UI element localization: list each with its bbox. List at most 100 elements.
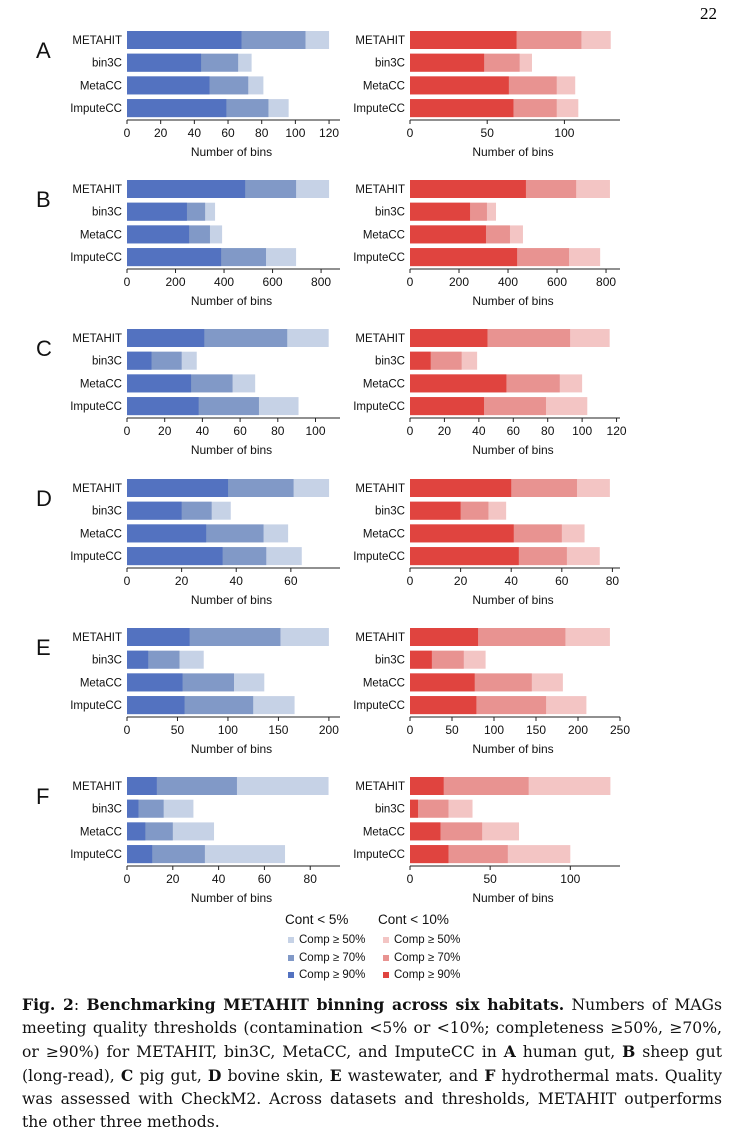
x-tick-label: 800 [311, 275, 331, 289]
x-axis-label: Number of bins [472, 443, 553, 457]
category-label: ImputeCC [70, 551, 122, 563]
category-label: bin3C [92, 207, 122, 219]
x-tick-label: 0 [407, 872, 414, 886]
legend-label: Comp ≥ 50% [299, 934, 366, 946]
category-label: METAHIT [72, 483, 122, 495]
category-label: ImputeCC [70, 401, 122, 413]
category-label: MetaCC [363, 826, 405, 838]
x-tick-label: 400 [214, 275, 234, 289]
bar-MetaCC-comp90 [410, 673, 475, 692]
x-tick-label: 20 [154, 126, 168, 140]
category-label: MetaCC [80, 229, 122, 241]
bar-ImputeCC-comp90 [127, 248, 222, 267]
caption-bold-text: B [622, 1042, 636, 1061]
category-label: bin3C [92, 804, 122, 816]
category-label: METAHIT [72, 632, 122, 644]
legend-label: Comp ≥ 70% [299, 952, 366, 964]
bar-bin3C-comp90 [127, 501, 182, 520]
x-tick-label: 20 [175, 574, 189, 588]
bar-MetaCC-comp90 [127, 225, 190, 244]
x-tick-label: 120 [319, 126, 339, 140]
category-label: MetaCC [363, 229, 405, 241]
x-tick-label: 200 [449, 275, 469, 289]
bar-ImputeCC-comp90 [410, 845, 449, 864]
category-label: bin3C [375, 506, 405, 518]
category-label: METAHIT [72, 781, 122, 793]
x-tick-label: 100 [554, 126, 574, 140]
category-label: ImputeCC [353, 252, 405, 264]
legend-swatch [288, 971, 294, 978]
caption-bold-text: C [120, 1066, 134, 1085]
x-tick-label: 0 [124, 574, 131, 588]
caption-text: bovine skin, [221, 1067, 330, 1085]
category-label: bin3C [92, 506, 122, 518]
bar-ImputeCC-comp90 [410, 547, 519, 566]
bar-bin3C-comp90 [127, 799, 139, 818]
x-tick-label: 150 [268, 723, 288, 737]
x-tick-label: 100 [305, 424, 325, 438]
bar-MetaCC-comp90 [410, 374, 507, 393]
x-tick-label: 50 [171, 723, 185, 737]
x-tick-label: 60 [258, 872, 272, 886]
legend-swatch [383, 971, 389, 978]
legend-item: Comp ≥ 90% [383, 969, 460, 981]
panel-letter: C [36, 336, 52, 361]
x-tick-label: 100 [484, 723, 504, 737]
bar-bin3C-comp90 [127, 202, 187, 221]
x-axis-label: Number of bins [191, 593, 272, 607]
caption-bold-text: Fig. 2 [22, 995, 74, 1014]
category-label: bin3C [92, 58, 122, 70]
bar-bin3C-comp90 [410, 351, 431, 370]
x-tick-label: 100 [218, 723, 238, 737]
caption-bold-text: Benchmarking METAHIT binning across six … [86, 995, 565, 1014]
bar-METAHIT-comp90 [127, 31, 242, 49]
bar-MetaCC-comp90 [410, 822, 441, 841]
x-tick-label: 40 [188, 126, 202, 140]
category-label: METAHIT [72, 184, 122, 196]
caption-text: human gut, [515, 1043, 623, 1061]
category-label: ImputeCC [70, 700, 122, 712]
legend-title-left: Cont < 5% [285, 912, 349, 927]
category-label: bin3C [375, 804, 405, 816]
x-tick-label: 80 [271, 424, 285, 438]
category-label: METAHIT [355, 184, 405, 196]
category-label: METAHIT [355, 632, 405, 644]
x-tick-label: 0 [124, 723, 131, 737]
x-tick-label: 200 [166, 275, 186, 289]
caption-bold-text: F [484, 1066, 496, 1085]
bar-bin3C-comp90 [410, 650, 432, 669]
category-label: ImputeCC [70, 252, 122, 264]
bar-MetaCC-comp90 [127, 374, 192, 393]
x-tick-label: 200 [568, 723, 588, 737]
bar-METAHIT-comp90 [127, 777, 157, 795]
x-tick-label: 250 [610, 723, 630, 737]
category-label: bin3C [375, 655, 405, 667]
bar-METAHIT-comp90 [127, 479, 229, 497]
caption-text: : [73, 996, 87, 1014]
x-tick-label: 20 [166, 872, 180, 886]
bar-ImputeCC-comp90 [410, 248, 518, 267]
legend-label: Comp ≥ 70% [394, 952, 461, 964]
bar-MetaCC-comp90 [410, 225, 486, 244]
category-label: ImputeCC [353, 103, 405, 115]
x-tick-label: 20 [454, 574, 468, 588]
x-tick-label: 400 [498, 275, 518, 289]
caption-bold-text: D [207, 1066, 222, 1085]
category-label: METAHIT [355, 781, 405, 793]
x-tick-label: 40 [230, 574, 244, 588]
category-label: ImputeCC [70, 849, 122, 861]
x-axis-label: Number of bins [191, 742, 272, 756]
x-tick-label: 0 [124, 126, 131, 140]
legend-label: Comp ≥ 50% [394, 934, 461, 946]
category-label: METAHIT [72, 333, 122, 345]
